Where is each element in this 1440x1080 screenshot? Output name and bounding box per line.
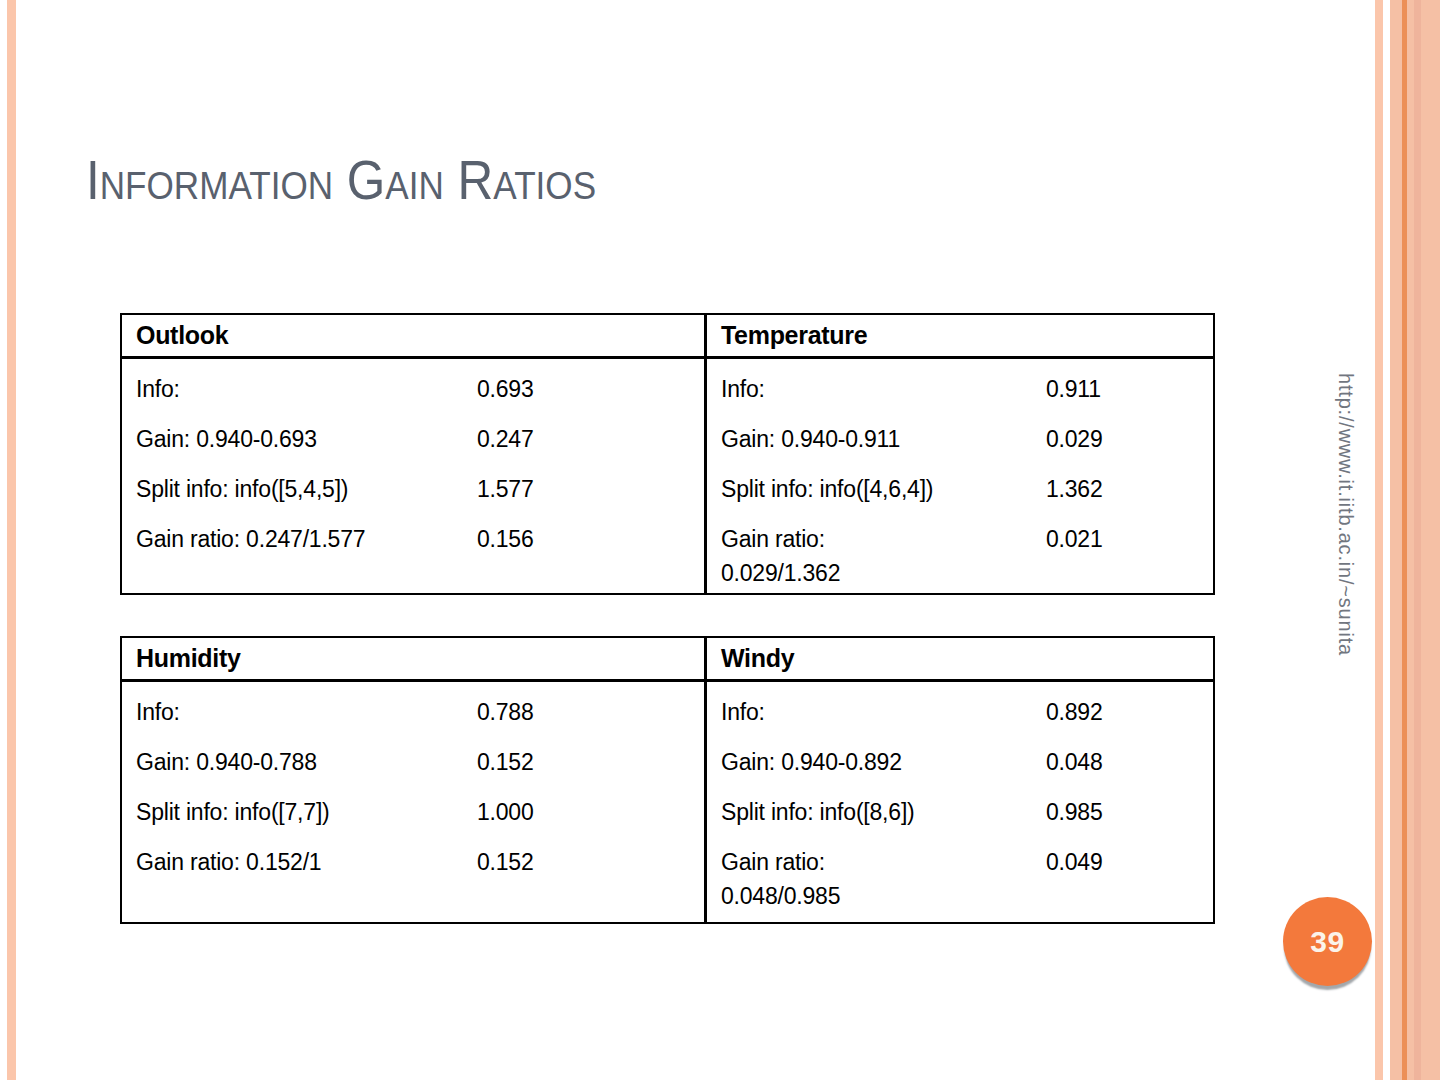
page-number: 39 bbox=[1310, 925, 1344, 959]
table-row: Gain: 0.940-0.892 0.048 bbox=[721, 745, 1207, 779]
right-accent-stripe-inner-line bbox=[1414, 0, 1421, 1080]
row-value: 0.788 bbox=[477, 695, 534, 729]
row-label: Info: bbox=[136, 372, 477, 406]
table-row: Info: 0.911 bbox=[721, 372, 1207, 406]
row-label: Split info: info([7,7]) bbox=[136, 795, 477, 829]
row-label: Gain ratio: 0.152/1 bbox=[136, 845, 477, 879]
column-header-windy: Windy bbox=[707, 638, 1213, 682]
cell-outlook: Info: 0.693 Gain: 0.940-0.693 0.247 Spli… bbox=[122, 359, 707, 593]
row-value: 1.577 bbox=[477, 472, 534, 506]
column-header-outlook: Outlook bbox=[122, 315, 707, 359]
table-row: Gain ratio: 0.152/1 0.152 bbox=[136, 845, 698, 879]
slide-title: Information Gain Ratios bbox=[86, 148, 596, 212]
row-label: Gain ratio: 0.247/1.577 bbox=[136, 522, 477, 556]
table-row: Split info: info([8,6]) 0.985 bbox=[721, 795, 1207, 829]
row-value: 0.693 bbox=[477, 372, 534, 406]
row-label: Gain: 0.940-0.693 bbox=[136, 422, 477, 456]
row-value: 1.362 bbox=[1046, 472, 1103, 506]
table-row: Gain: 0.940-0.911 0.029 bbox=[721, 422, 1207, 456]
table-row: Gain ratio: 0.029/1.362 0.021 bbox=[721, 522, 1207, 590]
row-value: 0.048 bbox=[1046, 745, 1103, 779]
table-row: Gain ratio: 0.048/0.985 0.049 bbox=[721, 845, 1207, 913]
table-row: Split info: info([5,4,5]) 1.577 bbox=[136, 472, 698, 506]
table-row: Split info: info([7,7]) 1.000 bbox=[136, 795, 698, 829]
row-label: Split info: info([5,4,5]) bbox=[136, 472, 477, 506]
table-row: Gain: 0.940-0.788 0.152 bbox=[136, 745, 698, 779]
table-row: Gain ratio: 0.247/1.577 0.156 bbox=[136, 522, 698, 556]
sidebar-url-text: http://www.it.iitb.ac.in/~sunita bbox=[1334, 373, 1357, 656]
table-row: Gain: 0.940-0.693 0.247 bbox=[136, 422, 698, 456]
table-row: Info: 0.693 bbox=[136, 372, 698, 406]
slide-canvas: Information Gain Ratios Outlook Temperat… bbox=[0, 0, 1440, 1080]
row-label: Split info: info([4,6,4]) bbox=[721, 472, 1046, 506]
left-accent-stripe bbox=[7, 0, 16, 1080]
table-row: Split info: info([4,6,4]) 1.362 bbox=[721, 472, 1207, 506]
right-accent-stripe-band bbox=[1390, 0, 1440, 1080]
row-label: Gain ratio: 0.048/0.985 bbox=[721, 845, 1046, 913]
right-accent-stripe-thin bbox=[1375, 0, 1383, 1080]
row-value: 0.156 bbox=[477, 522, 534, 556]
row-value: 0.152 bbox=[477, 745, 534, 779]
row-label: Gain: 0.940-0.911 bbox=[721, 422, 1046, 456]
column-header-temperature: Temperature bbox=[707, 315, 1213, 359]
row-value: 0.892 bbox=[1046, 695, 1103, 729]
row-value: 0.021 bbox=[1046, 522, 1103, 556]
row-label: Info: bbox=[721, 695, 1046, 729]
row-label: Gain ratio: 0.029/1.362 bbox=[721, 522, 1046, 590]
cell-temperature: Info: 0.911 Gain: 0.940-0.911 0.029 Spli… bbox=[707, 359, 1213, 593]
page-number-badge: 39 bbox=[1283, 897, 1372, 986]
gain-ratio-table-bottom: Humidity Windy Info: 0.788 Gain: 0.940-0… bbox=[120, 636, 1215, 924]
row-value: 0.247 bbox=[477, 422, 534, 456]
gain-ratio-table-top: Outlook Temperature Info: 0.693 Gain: 0.… bbox=[120, 313, 1215, 595]
table-row: Info: 0.892 bbox=[721, 695, 1207, 729]
row-value: 0.911 bbox=[1046, 372, 1101, 406]
row-label: Info: bbox=[721, 372, 1046, 406]
row-label: Gain: 0.940-0.892 bbox=[721, 745, 1046, 779]
row-value: 1.000 bbox=[477, 795, 534, 829]
column-header-humidity: Humidity bbox=[122, 638, 707, 682]
row-value: 0.985 bbox=[1046, 795, 1103, 829]
row-label: Info: bbox=[136, 695, 477, 729]
row-value: 0.029 bbox=[1046, 422, 1103, 456]
row-label: Split info: info([8,6]) bbox=[721, 795, 1046, 829]
cell-humidity: Info: 0.788 Gain: 0.940-0.788 0.152 Spli… bbox=[122, 682, 707, 922]
row-value: 0.049 bbox=[1046, 845, 1103, 879]
row-value: 0.152 bbox=[477, 845, 534, 879]
right-accent-stripe-dark-line bbox=[1402, 0, 1407, 1080]
table-row: Info: 0.788 bbox=[136, 695, 698, 729]
row-label: Gain: 0.940-0.788 bbox=[136, 745, 477, 779]
cell-windy: Info: 0.892 Gain: 0.940-0.892 0.048 Spli… bbox=[707, 682, 1213, 922]
